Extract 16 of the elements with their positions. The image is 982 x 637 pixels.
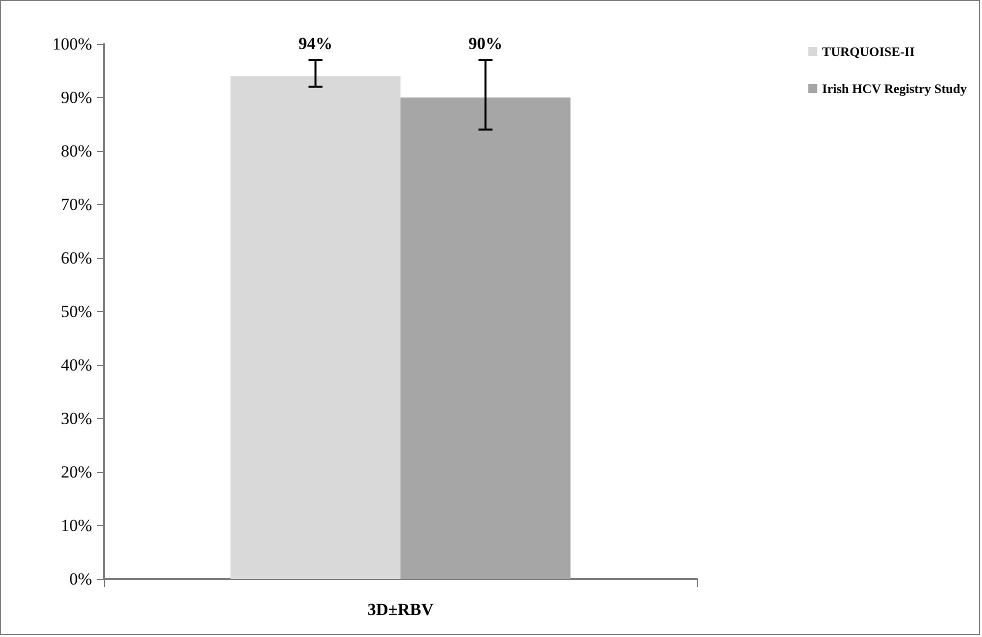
y-tick-label: 50% xyxy=(60,302,92,321)
y-tick-label: 0% xyxy=(69,570,92,588)
y-tick-label: 90% xyxy=(60,88,92,107)
y-tick-label: 20% xyxy=(60,462,92,482)
y-tick-label: 30% xyxy=(60,409,92,428)
y-tick-label: 70% xyxy=(60,195,92,214)
y-tick-label: 60% xyxy=(60,248,92,268)
data-label: 94% xyxy=(298,34,332,54)
legend-label: Irish HCV Registry Study xyxy=(822,81,968,96)
y-tick-label: 40% xyxy=(60,356,92,374)
y-tick-label: 10% xyxy=(60,516,92,535)
legend-label: TURQUOISE-II xyxy=(822,44,915,59)
y-tick-label: 80% xyxy=(60,142,92,160)
data-label: 90% xyxy=(468,34,502,54)
y-tick-label: 100% xyxy=(52,34,92,54)
x-tick-label: 3D±RBV xyxy=(368,600,434,619)
